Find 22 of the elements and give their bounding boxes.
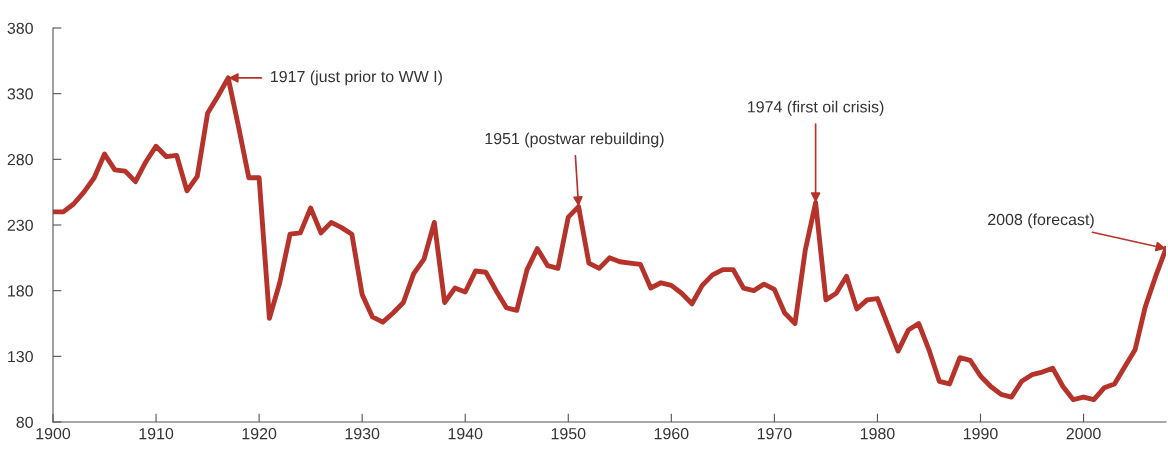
y-tick-label: 330 [7,88,33,100]
x-tick-label: 1910 [139,427,174,440]
y-tick-label: 380 [7,22,33,34]
y-tick-label: 130 [8,350,33,363]
y-tick-label: 280 [7,153,33,166]
x-tick-label: 1930 [345,427,380,440]
annotation: 2008 (forecast) [988,213,1094,229]
y-tick-label: 230 [7,219,33,231]
x-tick-label: 1940 [448,427,483,440]
annotation: 1917 (just prior to WW I) [271,70,442,86]
x-tick-label: 1950 [551,427,586,440]
x-tick-label: 1900 [36,427,71,440]
annotation: 1974 (first oil crisis) [748,100,884,116]
x-tick-label: 1920 [242,427,277,440]
x-tick-label: 2000 [1066,427,1101,440]
x-tick-label: 1990 [963,427,998,440]
x-tick-label: 1960 [654,427,689,440]
y-tick-label: 180 [8,285,33,297]
x-tick-label: 1980 [860,427,895,440]
annotation: 1951 (postwar rebuilding) [485,132,664,148]
x-tick-label: 1970 [757,427,792,440]
y-tick-label: 80 [16,416,33,428]
